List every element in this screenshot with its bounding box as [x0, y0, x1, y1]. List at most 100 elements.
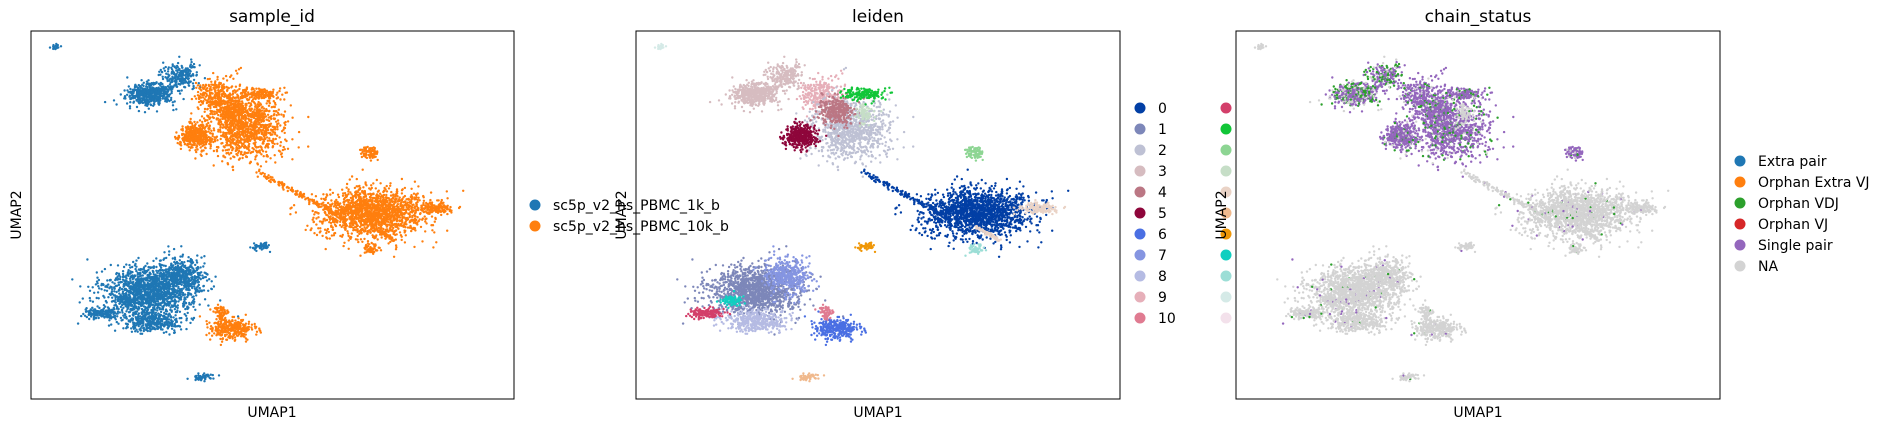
scatter-point: [205, 84, 207, 86]
scatter-point: [274, 154, 276, 156]
scatter-point: [230, 130, 232, 132]
scatter-point: [363, 230, 365, 232]
scatter-point: [244, 104, 246, 106]
scatter-point: [224, 135, 226, 137]
scatter-point: [240, 124, 242, 126]
scatter-point: [404, 187, 406, 189]
scatter-point: [220, 138, 222, 140]
scatter-point: [159, 74, 161, 76]
scatter-point: [261, 149, 263, 151]
scatter-point: [384, 210, 386, 212]
scatter-point: [186, 127, 188, 129]
scatter-point: [361, 241, 363, 243]
scatter-point: [133, 101, 135, 103]
scatter-point: [346, 195, 348, 197]
scatter-point: [188, 130, 190, 132]
scatter-point: [386, 200, 388, 202]
scatter-point: [249, 96, 251, 98]
scatter-point: [366, 250, 368, 252]
scatter-point: [347, 201, 349, 203]
scatter-point: [389, 241, 391, 243]
scatter-point: [390, 191, 392, 193]
scatter-point: [431, 229, 433, 231]
scatter-point: [219, 131, 221, 133]
scatter-point: [239, 157, 241, 159]
scatter-point: [251, 138, 253, 140]
scatter-point: [360, 224, 362, 226]
scatter-point: [407, 226, 409, 228]
scatter-point: [267, 93, 269, 95]
scatter-point: [155, 98, 157, 100]
scatter-point: [249, 113, 251, 115]
scatter-point: [165, 73, 167, 75]
scatter-point: [217, 130, 219, 132]
scatter-point: [146, 81, 148, 83]
scatter-point: [358, 214, 360, 216]
scatter-point: [228, 87, 230, 89]
scatter-point: [369, 196, 371, 198]
scatter-point: [253, 108, 255, 110]
scatter-point: [190, 75, 192, 77]
scatter-point: [165, 86, 167, 88]
scatter-point: [329, 193, 331, 195]
scatter-point: [281, 94, 283, 96]
scatter-point: [349, 237, 351, 239]
scatter-point: [364, 181, 366, 183]
scatter-point: [189, 66, 191, 68]
scatter-point: [193, 63, 195, 65]
scatter-point: [393, 205, 395, 207]
scatter-point: [191, 130, 193, 132]
scatter-point: [219, 111, 221, 113]
scatter-point: [266, 102, 268, 104]
scatter-point: [256, 103, 258, 105]
scatter-point: [237, 136, 239, 138]
scatter-point: [158, 71, 160, 73]
scatter-point: [229, 137, 231, 139]
scatter-point: [380, 213, 382, 215]
scatter-point: [322, 193, 324, 195]
scatter-point: [364, 252, 366, 254]
scatter-point: [257, 110, 259, 112]
scatter-point: [213, 164, 215, 166]
scatter-point: [311, 193, 313, 195]
scatter-point: [378, 224, 380, 226]
scatter-point: [268, 97, 270, 99]
scatter-point: [229, 125, 231, 127]
scatter-point: [236, 147, 238, 149]
scatter-point: [352, 214, 354, 216]
scatter-point: [190, 118, 192, 120]
scatter-point: [429, 199, 431, 201]
scatter-point: [337, 204, 339, 206]
scatter-point: [348, 208, 350, 210]
scatter-point: [240, 92, 242, 94]
scatter-point: [355, 229, 357, 231]
scatter-point: [158, 100, 160, 102]
scatter-point: [273, 128, 275, 130]
scatter-point: [407, 198, 409, 200]
scatter-point: [220, 135, 222, 137]
scatter-point: [213, 117, 215, 119]
scatter-point: [181, 125, 183, 127]
scatter-point: [322, 220, 324, 222]
scatter-point: [201, 94, 203, 96]
scatter-point: [399, 208, 401, 210]
scatter-point: [200, 104, 202, 106]
scatter-point: [401, 220, 403, 222]
scatter-point: [270, 94, 272, 96]
scatter-point: [264, 95, 266, 97]
scatter-point: [272, 142, 274, 144]
scatter-point: [203, 132, 205, 134]
scatter-point: [238, 131, 240, 133]
scatter-point: [395, 198, 397, 200]
scatter-point: [136, 86, 138, 88]
scatter-point: [195, 138, 197, 140]
scatter-point: [194, 123, 196, 125]
scatter-point: [352, 196, 354, 198]
scatter-point: [177, 69, 179, 71]
scatter-point: [140, 85, 142, 87]
scatter-point: [424, 215, 426, 217]
scatter-point: [364, 219, 366, 221]
scatter-point: [136, 106, 138, 108]
scatter-point: [403, 204, 405, 206]
